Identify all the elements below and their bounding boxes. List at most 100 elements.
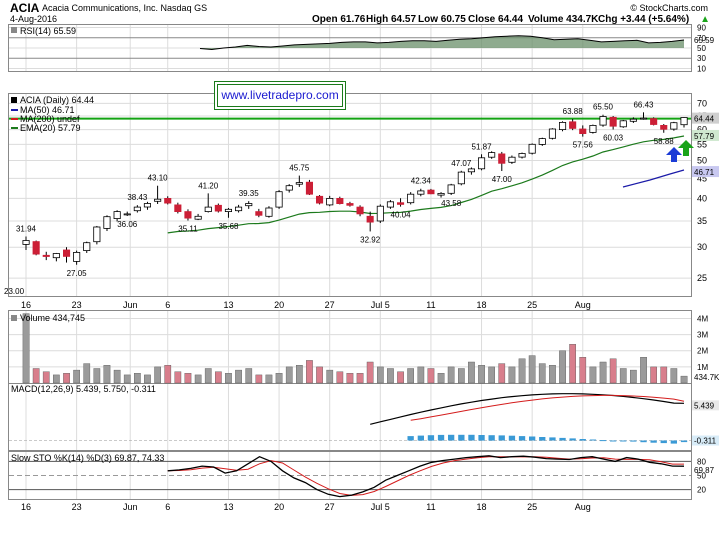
macd-histogram-bar [660,440,667,444]
macd-last-label: 5.439 [694,401,715,410]
macd-histogram-bar [549,437,556,441]
volume-bar [275,373,283,384]
x-tick-label-bottom: 25 [527,502,537,512]
candle-body [194,215,202,220]
candle-body [670,122,678,130]
change-up-arrow-icon: ▲ [700,14,710,25]
candle-body [660,125,668,130]
candle-body [326,197,334,206]
volume-bar [285,366,293,384]
volume-tick-label: 3M [697,331,708,340]
volume-tick-label: 2M [697,347,708,356]
candle-body [538,138,546,145]
volume-bar [336,371,344,384]
macd-line [370,393,685,425]
rsi-legend: RSI(14) 65.59 [11,26,76,36]
volume-bar [326,369,334,384]
x-tick-label-mid: Aug [575,300,591,310]
candle-body [396,202,405,205]
macd-hist-label: -0.311 [694,437,717,446]
volume-bar [204,368,212,384]
x-tick-label-bottom: 6 [165,502,170,512]
sto-tick-label: 20 [697,486,706,495]
price-annotation: 31.94 [16,225,37,234]
candle-body [52,253,60,259]
volume-bar [579,357,587,384]
ma50-label: MA(50) 46.71 [20,105,75,115]
x-tick-label-mid: 23 [72,300,82,310]
volume-bar [488,366,496,384]
volume-bar [508,366,516,384]
sto-k-line [167,455,685,498]
volume-bar [93,368,101,384]
volume-bar [377,366,384,384]
candle-body [650,118,658,125]
volume-bar [549,365,556,384]
volume-value: Volume 434.7K [528,14,599,25]
volume-bar [660,366,668,384]
open-value: Open 61.76 [312,14,366,25]
x-tick-label-bottom: 23 [72,502,82,512]
ma50-last-tag: 46.71 [694,168,715,177]
candle-body [457,171,465,185]
volume-bar [680,375,688,384]
candle-body [103,216,111,229]
volume-bar [650,366,658,384]
candle-body [265,207,273,217]
ma50-line [622,169,685,188]
price-annotation: 43.58 [441,199,462,208]
macd-panel [8,383,692,451]
volume-bar [478,365,485,384]
candle-body [22,240,30,245]
watermark-box: www.livetradepro.com [214,81,346,110]
candle-body [63,249,71,257]
candle-body [346,203,354,206]
x-axis: 16 16 23 23 Jun Jun 6 6 13 13 20 20 27 27 Jul 5 Jul 5 11… [21,300,591,512]
macd-histogram-bar [529,436,536,441]
candle-body [599,116,607,126]
volume-bar [133,373,141,384]
price-legend-title: ACIA (Daily) 64.44 [20,95,94,105]
volume-bar [103,365,111,384]
candle-body [488,152,496,158]
ema20-label: EMA(20) 57.79 [20,123,81,133]
volume-bar [22,313,30,384]
volume-last-label: 434.7K [694,373,720,382]
candle-body [467,168,475,173]
candle-body [93,226,101,243]
volume-swatch [11,315,17,321]
candle-body [619,120,627,128]
price-annotation: 40.04 [391,211,412,220]
volume-label: Volume 434,745 [20,313,85,323]
candle-body [315,195,324,204]
volume-bar [417,366,425,384]
volume-tick-label: 1M [697,363,708,372]
candle-body [528,143,536,154]
price-annotation: 57.56 [573,141,594,150]
change-value: Chg +3.44 (+5.64%) [598,14,689,25]
rsi-panel [8,24,692,72]
volume-bar [123,374,131,384]
volume-bar [538,363,546,384]
candle-body [143,203,152,208]
candle-body [184,211,192,219]
x-tick-label-mid: 27 [325,300,335,310]
volume-bar [225,373,232,384]
ma50-last-tag-box [692,166,719,178]
candle-body [83,242,91,251]
watermark-text: www.livetradepro.com [220,88,338,102]
company-name: Acacia Communications, Inc. Nasdaq GS [42,3,207,13]
volume-bar [184,373,192,384]
x-tick-label-bottom: 16 [21,502,31,512]
price-annotation: 38.43 [127,193,148,202]
candle-body [356,206,364,215]
candle-body [579,128,587,134]
macd-histogram-bar [498,435,505,441]
candle-body [477,157,486,170]
x-tick-label-mid: Jun [123,300,138,310]
grid-lines [9,25,691,499]
candle-body [589,125,597,133]
candle-body [275,191,283,208]
macd-histogram-bar [680,440,688,443]
